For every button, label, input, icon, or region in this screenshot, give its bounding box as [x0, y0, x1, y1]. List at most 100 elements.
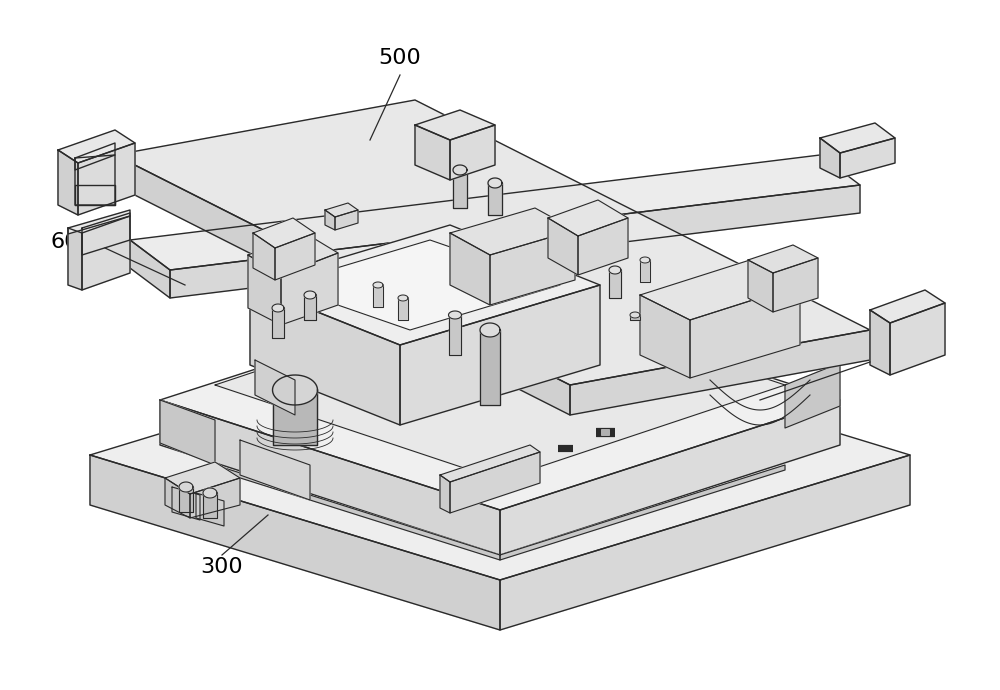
Polygon shape [160, 290, 840, 510]
Polygon shape [190, 478, 240, 518]
Polygon shape [500, 455, 910, 630]
Polygon shape [335, 210, 358, 230]
Polygon shape [488, 183, 502, 215]
Polygon shape [449, 315, 461, 355]
Polygon shape [748, 245, 818, 273]
Polygon shape [172, 487, 200, 520]
Polygon shape [640, 257, 650, 263]
Polygon shape [281, 253, 338, 325]
Polygon shape [840, 138, 895, 178]
Polygon shape [68, 228, 82, 290]
Polygon shape [748, 260, 773, 312]
Polygon shape [215, 465, 500, 560]
Polygon shape [398, 295, 408, 301]
Polygon shape [240, 440, 310, 500]
Polygon shape [272, 308, 284, 338]
Polygon shape [250, 225, 600, 345]
Polygon shape [870, 310, 890, 375]
Polygon shape [450, 452, 540, 513]
Polygon shape [58, 150, 78, 215]
Polygon shape [78, 143, 135, 215]
Polygon shape [82, 216, 130, 290]
Polygon shape [273, 390, 317, 445]
Polygon shape [253, 233, 275, 280]
Polygon shape [450, 208, 575, 255]
Polygon shape [578, 218, 628, 275]
Polygon shape [273, 375, 318, 405]
Polygon shape [415, 110, 495, 140]
Polygon shape [609, 266, 621, 274]
Polygon shape [488, 178, 502, 188]
Polygon shape [890, 303, 945, 375]
Polygon shape [870, 290, 945, 323]
Polygon shape [640, 260, 650, 282]
Text: 300: 300 [201, 557, 243, 577]
Polygon shape [398, 298, 408, 320]
Polygon shape [165, 462, 240, 494]
Polygon shape [570, 330, 870, 415]
Polygon shape [90, 455, 500, 630]
Polygon shape [90, 330, 910, 580]
Polygon shape [179, 482, 193, 492]
Polygon shape [490, 230, 575, 305]
Polygon shape [500, 400, 840, 555]
Polygon shape [325, 203, 358, 217]
Polygon shape [250, 285, 400, 425]
Polygon shape [68, 210, 130, 234]
Polygon shape [58, 130, 135, 163]
Polygon shape [196, 493, 224, 526]
Polygon shape [630, 312, 640, 318]
Polygon shape [170, 185, 860, 298]
Polygon shape [640, 295, 690, 378]
Polygon shape [248, 233, 338, 275]
Polygon shape [75, 143, 115, 170]
Polygon shape [248, 255, 281, 325]
Polygon shape [415, 125, 450, 180]
Polygon shape [275, 233, 315, 280]
Polygon shape [280, 240, 560, 330]
Polygon shape [440, 475, 450, 513]
Polygon shape [400, 285, 600, 425]
Polygon shape [272, 304, 284, 312]
Polygon shape [690, 285, 800, 378]
Polygon shape [325, 210, 335, 230]
Polygon shape [304, 291, 316, 299]
Polygon shape [82, 213, 130, 255]
Polygon shape [548, 200, 628, 236]
Polygon shape [179, 487, 193, 512]
Polygon shape [450, 125, 495, 180]
Polygon shape [440, 445, 540, 482]
Text: 500: 500 [379, 48, 421, 68]
Polygon shape [773, 258, 818, 312]
Polygon shape [115, 155, 570, 415]
Polygon shape [160, 400, 500, 555]
Polygon shape [215, 290, 785, 480]
Polygon shape [203, 493, 217, 518]
Text: 400: 400 [867, 345, 909, 365]
Polygon shape [480, 330, 500, 405]
Polygon shape [630, 315, 640, 320]
Polygon shape [785, 363, 840, 428]
Polygon shape [548, 218, 578, 275]
Polygon shape [253, 218, 315, 248]
Polygon shape [373, 285, 383, 307]
Polygon shape [609, 270, 621, 298]
Polygon shape [820, 138, 840, 178]
Polygon shape [480, 323, 500, 337]
Text: 600: 600 [51, 232, 93, 252]
Polygon shape [453, 165, 467, 175]
Polygon shape [75, 185, 115, 205]
Polygon shape [160, 400, 215, 465]
Polygon shape [640, 260, 800, 320]
Polygon shape [449, 311, 462, 319]
Polygon shape [373, 282, 383, 288]
Polygon shape [203, 488, 217, 498]
Polygon shape [450, 233, 490, 305]
Polygon shape [500, 465, 785, 560]
Polygon shape [130, 155, 860, 270]
Polygon shape [115, 100, 870, 385]
Polygon shape [255, 360, 295, 415]
Polygon shape [453, 170, 467, 208]
Polygon shape [165, 478, 190, 518]
Polygon shape [304, 295, 316, 320]
